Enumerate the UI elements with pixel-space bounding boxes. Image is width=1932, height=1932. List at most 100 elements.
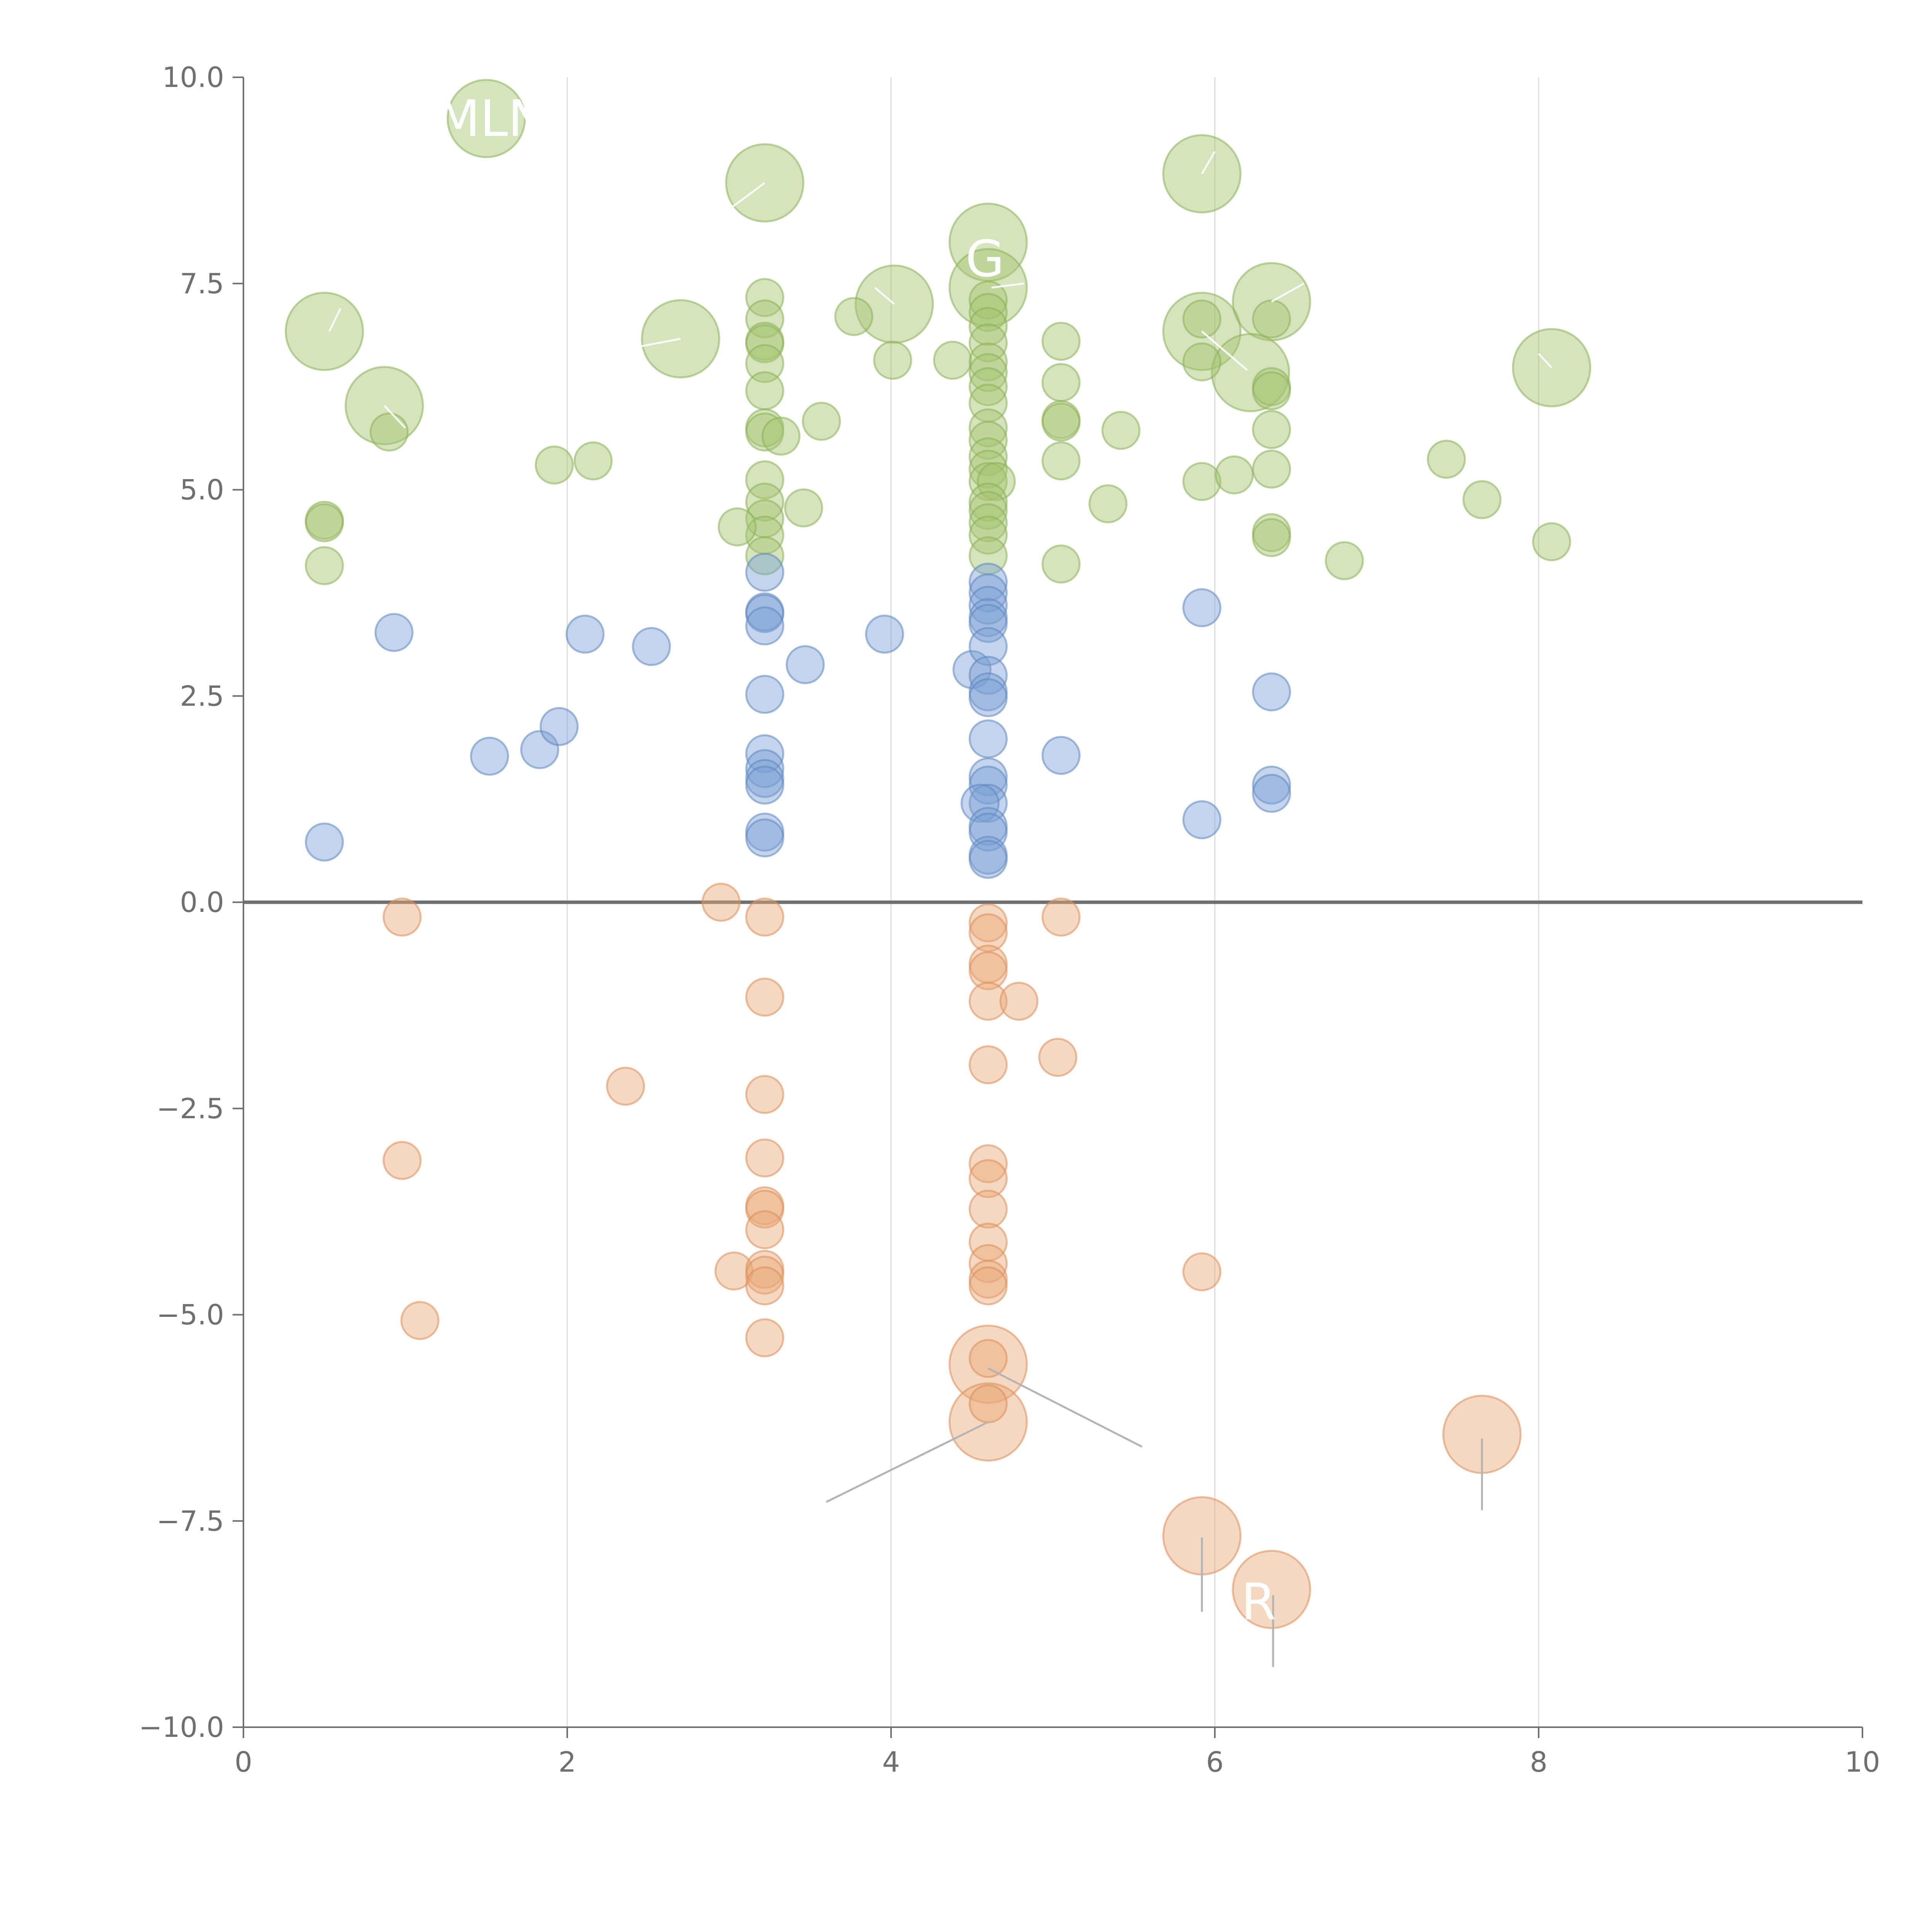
green-point [305,546,344,585]
y-tick-label: −10.0 [139,1711,224,1743]
blue-point [1041,736,1081,775]
y-tick-label: 5.0 [180,474,224,506]
blue-point [968,719,1008,759]
blue-point [968,656,1008,695]
orange-point [701,883,741,922]
orange-point [745,1138,784,1178]
green-point [1252,449,1291,489]
green-point [745,344,784,383]
green-point [1252,299,1291,339]
green-point [369,412,409,452]
blue-point [374,613,414,652]
blue-point [968,840,1008,879]
blue-point [305,822,344,862]
green-point [718,507,757,547]
orange-point [745,1266,784,1306]
green-point [1252,371,1291,410]
green-point [1427,440,1466,479]
orange-point [745,1210,784,1250]
x-tick-label: 8 [1530,1746,1548,1778]
leader-line [728,182,765,210]
green-point [968,307,1008,346]
green-point [968,515,1008,555]
green-point [1088,484,1128,524]
blue-point [632,627,671,666]
orange-point [1182,1252,1221,1291]
leader-line [624,338,681,351]
blue-point [786,645,825,684]
green-point [745,536,784,575]
leader-line [826,1421,989,1503]
leader-line [1201,151,1216,175]
blue-point [960,784,1000,823]
blue-point [968,813,1008,852]
blue-point [968,678,1008,718]
green-point [1182,299,1221,339]
blue-point [745,765,784,805]
x-tick-label: 4 [882,1746,900,1778]
orange-point [968,1189,1008,1229]
leader-line [991,282,1024,289]
green-point [968,293,1008,332]
green-point [745,412,784,452]
data-points [285,79,1592,1629]
point-label: R [1241,1572,1276,1631]
blue-point [745,675,784,714]
orange-point [1232,1549,1311,1629]
orange-point [400,1301,440,1340]
green-point [948,248,1028,327]
blue-point [745,594,784,633]
axes: −10.0 −7.5 −5.0 −2.5 0.0 2.5 5.0 7.5 10.0 0 2 4 6 8 10 [139,61,1880,1778]
green-point [285,292,364,371]
orange-point [1041,897,1081,937]
green-point [834,297,874,336]
green-point [1252,410,1291,449]
green-point [745,483,784,522]
green-point [1162,134,1242,214]
green-point [968,483,1008,522]
green-point [305,503,344,543]
orange-point [968,1244,1008,1283]
leader-line [988,1367,1143,1448]
green-point [745,371,784,410]
blue-point [1252,765,1291,805]
blue-point [865,614,904,654]
green-point [968,367,1008,406]
x-tick-label: 6 [1206,1746,1224,1778]
blue-point [745,606,784,646]
green-point [968,503,1008,543]
blue-point [470,736,509,776]
blue-point [1252,774,1291,813]
orange-point [968,981,1008,1021]
green-point [1041,402,1081,442]
x-tick-label: 2 [558,1746,576,1778]
orange-point [745,1255,784,1295]
y-tick-label: 2.5 [180,680,224,712]
orange-point [383,1141,422,1180]
green-point [534,445,574,485]
orange-point [968,1339,1008,1378]
blue-point [565,614,605,654]
orange-point [383,897,422,937]
y-tick-label: −5.0 [156,1299,224,1331]
y-tick-label: 10.0 [162,61,224,94]
orange-point [968,1045,1008,1085]
orange-point [968,1384,1008,1423]
green-point [1532,522,1571,561]
blue-point [1182,588,1221,628]
green-point [1182,342,1221,382]
orange-point [745,897,784,937]
blue-point [745,749,784,788]
green-point [1214,455,1254,495]
blue-point [968,563,1008,602]
orange-point [1038,1037,1078,1077]
green-point [1041,544,1081,584]
green-point [784,488,823,527]
green-point [725,143,804,223]
leader-lines [328,151,1553,1667]
green-point [968,353,1008,392]
y-tick-label: 0.0 [180,886,224,918]
green-point [1182,462,1221,501]
blue-point [745,553,784,592]
